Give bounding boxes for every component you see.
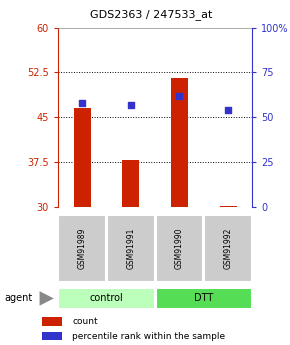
Text: GSM91991: GSM91991 [126,228,135,269]
Point [80,100,85,106]
Bar [204,215,252,282]
Bar [156,215,203,282]
Bar [122,160,139,207]
Text: GDS2363 / 247533_at: GDS2363 / 247533_at [90,9,212,20]
Text: DTT: DTT [194,294,213,303]
Bar [220,206,237,207]
Text: GSM91992: GSM91992 [224,228,233,269]
Polygon shape [39,291,54,306]
Bar [42,332,62,340]
Point [226,107,230,113]
Bar [59,288,155,309]
Bar [156,288,252,309]
Text: GSM91989: GSM91989 [78,228,87,269]
Text: percentile rank within the sample: percentile rank within the sample [72,332,225,341]
Bar [59,215,106,282]
Text: control: control [90,294,124,303]
Bar [171,78,188,207]
Text: count: count [72,317,98,326]
Point [177,93,182,99]
Bar [74,108,91,207]
Point [128,102,133,108]
Bar [42,317,62,326]
Text: agent: agent [4,294,32,303]
Text: GSM91990: GSM91990 [175,228,184,269]
Bar [107,215,155,282]
